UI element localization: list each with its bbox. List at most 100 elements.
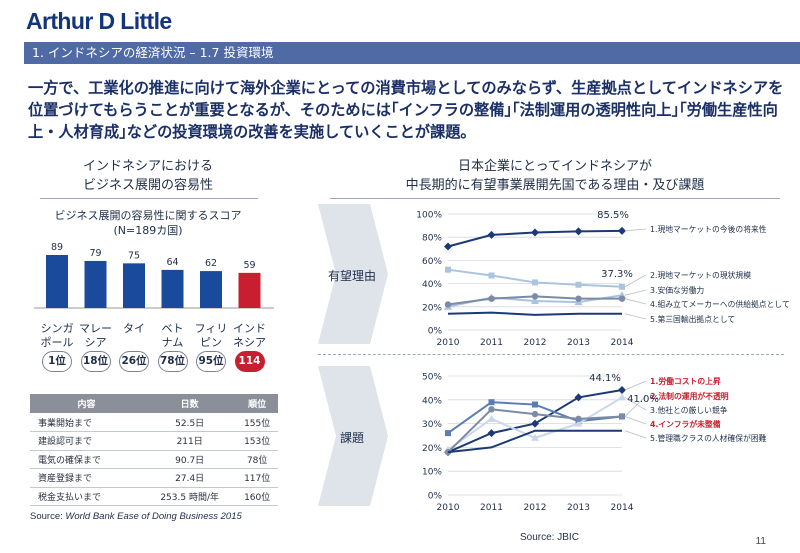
- table-header: 日数: [142, 394, 237, 413]
- ease-of-business-bar-chart: 89 79 75 64 62 59: [34, 242, 274, 309]
- reasons-line-chart: 0% 20% 40% 60% 80% 100% 2010 2011 2012 2013 2014 1.…: [416, 210, 790, 348]
- y-tick-label: 50%: [422, 373, 442, 383]
- bar: [200, 271, 222, 308]
- rank-badge: 114位: [234, 351, 265, 386]
- y-tick-label: 60%: [422, 257, 442, 267]
- table-cell: 160位: [236, 487, 278, 506]
- bar-value-label: 64: [166, 257, 178, 268]
- y-tick-label: 0%: [428, 492, 443, 502]
- source-prefix: Source:: [30, 511, 66, 522]
- headline-text: 一方で、工業化の推進に向けて海外企業にとっての消費市場としてのみならず、生産拠点…: [28, 79, 784, 141]
- legend-entry: 5.第三国輸出拠点として: [650, 314, 735, 324]
- x-tick-label: 2010: [437, 338, 460, 348]
- bar: [123, 263, 145, 308]
- y-tick-label: 20%: [422, 303, 442, 313]
- page-number: 11: [755, 536, 766, 547]
- table-cell: 52.5日: [142, 413, 237, 432]
- data-point: [531, 293, 539, 300]
- legend-entry: 4.組み立てメーカーへの供給拠点として: [650, 299, 790, 309]
- data-point: [574, 227, 583, 236]
- bar-category-label: タイ: [123, 322, 145, 335]
- data-point: [618, 226, 626, 235]
- left-title-rule: [40, 198, 258, 199]
- bar-value-label: 79: [89, 248, 101, 259]
- x-tick-label: 2014: [611, 338, 634, 348]
- data-point: [575, 415, 582, 423]
- rank-badge: 18位: [80, 351, 111, 372]
- issues-line-chart: 0% 10% 20% 30% 40% 50% 2010 2011 2012 2013 2014 1.労…: [422, 373, 767, 514]
- table-row: 税金支払いまで 253.5 時間/年 160位: [30, 487, 278, 506]
- y-tick-label: 100%: [416, 211, 442, 221]
- data-point: [531, 433, 539, 441]
- data-point: [488, 399, 495, 406]
- source-name: World Bank Ease of Doing Business 2015: [65, 511, 242, 522]
- legend-leader: [624, 298, 647, 305]
- data-point: [488, 406, 495, 413]
- data-point: [531, 297, 539, 304]
- right-title-rule: [330, 198, 780, 199]
- right-source-note: Source: JBIC: [520, 532, 579, 543]
- legend-leader: [624, 416, 647, 425]
- legend-leader: [624, 395, 647, 417]
- data-annotation: 37.3%: [601, 269, 633, 280]
- x-tick-label: 2012: [524, 503, 547, 513]
- legend-leader: [624, 313, 647, 320]
- table-row: 建設認可まで 211日 153位: [30, 431, 278, 451]
- rank-badge: 95位: [196, 351, 226, 372]
- table-row: 資産登録まで 27.4日 117位: [30, 468, 278, 488]
- legend-leader: [624, 380, 647, 391]
- table-cell: 155位: [236, 413, 278, 432]
- legend-entry: 4.インフラが未整備: [650, 419, 721, 429]
- legend-entry: 1.労働コストの上昇: [650, 376, 721, 386]
- data-point: [487, 230, 496, 239]
- legend-entry: 3.他社との厳しい競争: [650, 405, 728, 415]
- table-cell: 電気の確保まで: [30, 450, 143, 469]
- data-point: [445, 430, 451, 437]
- legend-entry: 1.現地マーケットの今後の将来性: [650, 224, 767, 234]
- data-point: [618, 413, 626, 420]
- x-tick-label: 2010: [437, 503, 460, 513]
- bar: [46, 255, 68, 308]
- x-tick-label: 2012: [524, 338, 547, 348]
- table-cell: 事業開始まで: [30, 413, 143, 432]
- legend-leader: [624, 289, 647, 296]
- y-tick-label: 0%: [428, 327, 443, 337]
- reason-arrow-shape: [318, 204, 388, 344]
- bar-value-label: 59: [243, 260, 255, 271]
- left-source-note: Source: World Bank Ease of Doing Busines…: [30, 511, 242, 522]
- reason-label: 有望理由: [327, 269, 376, 283]
- x-tick-label: 2014: [611, 503, 634, 513]
- x-tick-label: 2011: [480, 503, 503, 513]
- data-point: [532, 279, 538, 286]
- data-annotation: 44.1%: [589, 373, 621, 384]
- rank-badge: 1位: [42, 351, 72, 372]
- bar-category-label: シンガ ポール: [40, 322, 74, 349]
- x-tick-label: 2011: [480, 338, 503, 348]
- data-annotation: 85.5%: [597, 210, 629, 221]
- table-cell: 27.4日: [142, 468, 237, 488]
- data-point: [618, 393, 626, 401]
- rank-badge: 78位: [157, 351, 188, 372]
- issue-label: 課題: [339, 431, 364, 445]
- data-point: [444, 242, 452, 251]
- bar-category-label: マレー シア: [79, 322, 112, 349]
- bar-value-label: 62: [205, 258, 217, 269]
- company-logo: Arthur D Little: [26, 8, 172, 34]
- bar-caption-line2: (N=189カ国): [113, 224, 183, 237]
- table-row: 事業開始まで 52.5日 155位: [30, 413, 278, 432]
- legend-leader: [624, 228, 647, 232]
- data-annotation: 41.0%: [627, 394, 659, 405]
- y-tick-label: 40%: [422, 396, 442, 406]
- issue-arrow-shape: [318, 366, 388, 506]
- data-point: [487, 414, 496, 422]
- bar: [238, 272, 261, 308]
- data-point: [575, 295, 582, 302]
- table-header: 順位: [236, 394, 278, 413]
- data-point: [531, 419, 539, 428]
- data-point: [444, 448, 452, 456]
- data-point: [488, 272, 495, 279]
- x-tick-label: 2013: [567, 503, 590, 513]
- left-panel-title: インドネシアにおける ビジネス展開の容易性: [18, 157, 278, 195]
- bar: [84, 260, 107, 308]
- data-point: [619, 283, 625, 290]
